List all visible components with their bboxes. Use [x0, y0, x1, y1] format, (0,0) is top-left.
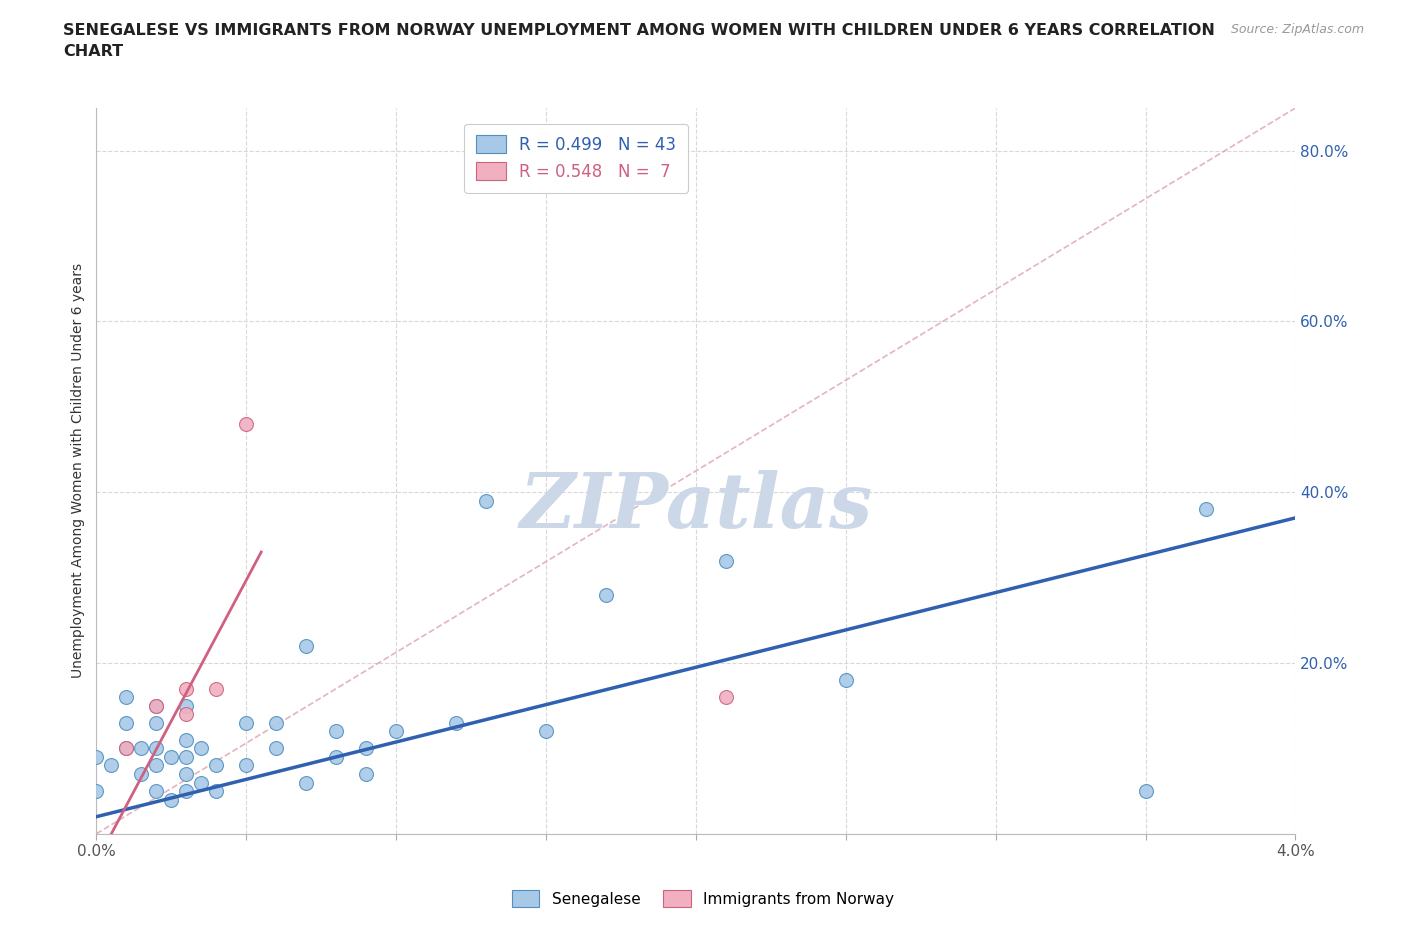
Point — [235, 758, 257, 773]
Text: SENEGALESE VS IMMIGRANTS FROM NORWAY UNEMPLOYMENT AMONG WOMEN WITH CHILDREN UNDE: SENEGALESE VS IMMIGRANTS FROM NORWAY UNE… — [63, 23, 1215, 60]
Point — [145, 715, 167, 730]
Text: Source: ZipAtlas.com: Source: ZipAtlas.com — [1230, 23, 1364, 36]
Point — [1194, 502, 1216, 517]
Legend: R = 0.499   N = 43, R = 0.548   N =  7: R = 0.499 N = 43, R = 0.548 N = 7 — [464, 124, 688, 193]
Point — [131, 741, 153, 756]
Point — [131, 766, 153, 781]
Point — [190, 775, 212, 790]
Point — [595, 587, 617, 602]
Point — [100, 758, 122, 773]
Point — [86, 750, 108, 764]
Point — [174, 784, 197, 799]
Point — [145, 698, 167, 713]
Point — [160, 750, 183, 764]
Point — [115, 690, 138, 705]
Point — [534, 724, 557, 738]
Point — [325, 724, 347, 738]
Y-axis label: Unemployment Among Women with Children Under 6 years: Unemployment Among Women with Children U… — [72, 263, 86, 679]
Point — [295, 639, 318, 654]
Text: ZIPatlas: ZIPatlas — [519, 471, 873, 544]
Point — [174, 707, 197, 722]
Point — [86, 784, 108, 799]
Point — [354, 766, 377, 781]
Point — [835, 672, 858, 687]
Point — [190, 741, 212, 756]
Point — [264, 715, 287, 730]
Point — [205, 758, 228, 773]
Legend: Senegalese, Immigrants from Norway: Senegalese, Immigrants from Norway — [506, 884, 900, 913]
Point — [174, 766, 197, 781]
Point — [145, 758, 167, 773]
Point — [264, 741, 287, 756]
Point — [115, 715, 138, 730]
Point — [145, 698, 167, 713]
Point — [354, 741, 377, 756]
Point — [174, 750, 197, 764]
Point — [325, 750, 347, 764]
Point — [174, 698, 197, 713]
Point — [385, 724, 408, 738]
Point — [475, 493, 498, 508]
Point — [115, 741, 138, 756]
Point — [714, 690, 737, 705]
Point — [205, 784, 228, 799]
Point — [235, 417, 257, 432]
Point — [115, 741, 138, 756]
Point — [1135, 784, 1157, 799]
Point — [444, 715, 467, 730]
Point — [145, 784, 167, 799]
Point — [160, 792, 183, 807]
Point — [205, 681, 228, 696]
Point — [145, 741, 167, 756]
Point — [295, 775, 318, 790]
Point — [235, 715, 257, 730]
Point — [174, 733, 197, 748]
Point — [174, 681, 197, 696]
Point — [714, 553, 737, 568]
